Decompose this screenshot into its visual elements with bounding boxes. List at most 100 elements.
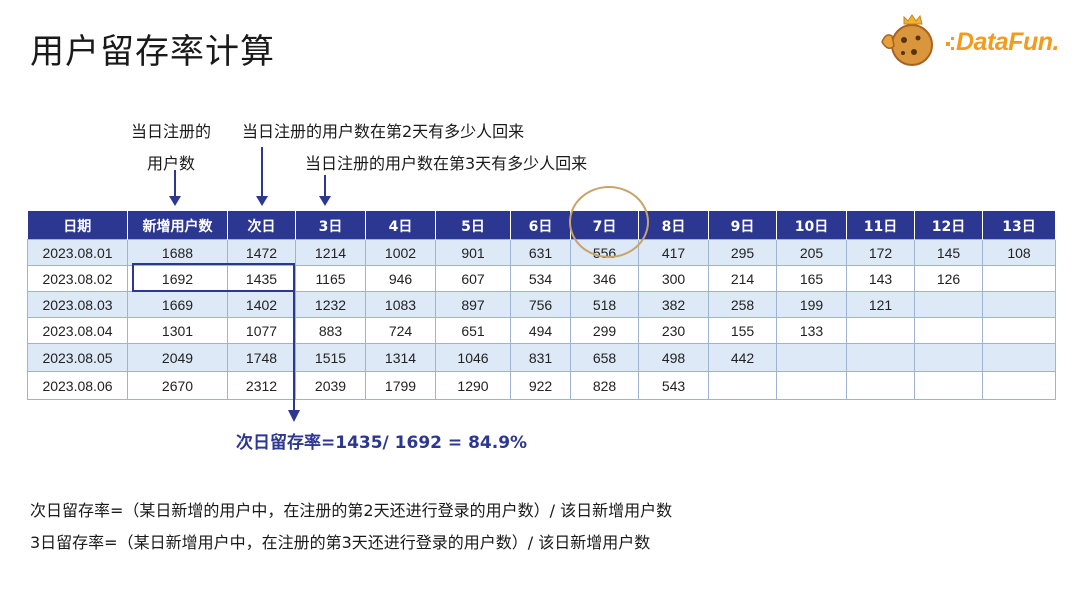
table-cell: 230	[638, 317, 709, 344]
table-row: 2023.08.05 2049 1748 1515 1314 1046 831 658 498 4…	[27, 343, 1056, 372]
table-cell: 756	[510, 291, 571, 318]
table-cell: 382	[638, 291, 709, 318]
arrow-down-icon	[319, 175, 331, 206]
table-cell: 126	[914, 265, 983, 292]
table-cell	[846, 317, 915, 344]
table-cell	[776, 371, 847, 400]
table-cell: 442	[708, 343, 777, 372]
column-header: 8日	[638, 211, 709, 240]
table-cell: 518	[570, 291, 639, 318]
table-cell: 1077	[227, 317, 296, 344]
arrow-down-icon	[256, 147, 268, 206]
table-cell	[914, 371, 983, 400]
retention-table: 日期 新增用户数 次日 3日 4日 5日 6日 7日 8日 9日 10日 11日 12日 13日 2023…	[27, 211, 1056, 400]
table-cell	[982, 317, 1056, 344]
table-cell: 172	[846, 239, 915, 266]
table-cell: 2023.08.03	[27, 291, 128, 318]
table-cell: 417	[638, 239, 709, 266]
definition-3-day: 3日留存率=（某日新增用户中，在注册的第3天还进行登录的用户数）/ 该日新增用户…	[30, 533, 651, 552]
column-header: 9日	[708, 211, 777, 240]
table-cell: 631	[510, 239, 571, 266]
table-cell: 1301	[127, 317, 228, 344]
table-cell: 299	[570, 317, 639, 344]
table-cell: 883	[295, 317, 366, 344]
table-cell: 121	[846, 291, 915, 318]
table-cell: 2023.08.04	[27, 317, 128, 344]
table-cell: 258	[708, 291, 777, 318]
table-cell	[982, 265, 1056, 292]
table-cell: 543	[638, 371, 709, 400]
table-cell: 1402	[227, 291, 296, 318]
table-cell: 165	[776, 265, 847, 292]
table-cell: 946	[365, 265, 436, 292]
highlight-box	[132, 263, 295, 292]
table-row: 2023.08.04 1301 1077 883 724 651 494 299 230 155 1…	[27, 317, 1056, 344]
table-cell	[982, 343, 1056, 372]
column-header: 13日	[982, 211, 1056, 240]
table-cell: 1232	[295, 291, 366, 318]
table-cell	[914, 317, 983, 344]
table-cell	[914, 343, 983, 372]
pixel-decoration-icon	[946, 37, 954, 50]
table-cell: 145	[914, 239, 983, 266]
table-cell: 2023.08.06	[27, 371, 128, 400]
table-cell: 534	[510, 265, 571, 292]
table-row: 2023.08.03 1669 1402 1232 1083 897 756 518 382 25…	[27, 291, 1056, 318]
column-header: 次日	[227, 211, 296, 240]
table-cell	[776, 343, 847, 372]
next-day-retention-formula: 次日留存率=1435/ 1692 = 84.9%	[236, 433, 528, 453]
column-header: 11日	[846, 211, 915, 240]
table-cell: 1472	[227, 239, 296, 266]
highlight-circle	[569, 186, 649, 258]
table-cell: 2049	[127, 343, 228, 372]
highlight-connector	[293, 291, 295, 414]
arrow-down-icon	[169, 170, 181, 206]
table-cell: 897	[435, 291, 511, 318]
table-cell: 2023.08.01	[27, 239, 128, 266]
definition-next-day: 次日留存率=（某日新增的用户中，在注册的第2天还进行登录的用户数）/ 该日新增用…	[30, 501, 673, 520]
table-cell: 2670	[127, 371, 228, 400]
table-cell: 300	[638, 265, 709, 292]
annotation-new-users-line2: 用户数	[147, 154, 196, 173]
table-cell: 1165	[295, 265, 366, 292]
table-cell	[982, 371, 1056, 400]
column-header: 6日	[510, 211, 571, 240]
arrow-down-icon	[288, 410, 300, 422]
table-cell: 607	[435, 265, 511, 292]
table-cell: 658	[570, 343, 639, 372]
table-cell	[914, 291, 983, 318]
cookie-mascot-icon	[891, 24, 933, 66]
table-cell: 651	[435, 317, 511, 344]
table-cell: 205	[776, 239, 847, 266]
table-cell: 1314	[365, 343, 436, 372]
table-cell: 1083	[365, 291, 436, 318]
column-header: 5日	[435, 211, 511, 240]
table-row: 2023.08.06 2670 2312 2039 1799 1290 922 828 543	[27, 371, 1056, 400]
table-cell: 295	[708, 239, 777, 266]
column-header: 新增用户数	[127, 211, 228, 240]
table-cell: 828	[570, 371, 639, 400]
annotation-new-users-line1: 当日注册的	[131, 122, 212, 141]
logo-text: DataFun.	[956, 28, 1059, 56]
table-cell: 1692	[127, 265, 228, 292]
column-header: 10日	[776, 211, 847, 240]
table-cell: 2023.08.05	[27, 343, 128, 372]
table-cell: 199	[776, 291, 847, 318]
table-cell: 346	[570, 265, 639, 292]
table-cell: 214	[708, 265, 777, 292]
table-cell: 1515	[295, 343, 366, 372]
table-cell: 1688	[127, 239, 228, 266]
table-cell: 724	[365, 317, 436, 344]
table-cell: 2312	[227, 371, 296, 400]
page-title: 用户留存率计算	[30, 32, 275, 72]
table-cell: 901	[435, 239, 511, 266]
annotation-day3: 当日注册的用户数在第3天有多少人回来	[305, 154, 588, 173]
column-header: 12日	[914, 211, 983, 240]
table-cell: 1214	[295, 239, 366, 266]
table-cell: 1290	[435, 371, 511, 400]
table-cell: 2039	[295, 371, 366, 400]
table-cell: 1799	[365, 371, 436, 400]
table-cell: 133	[776, 317, 847, 344]
column-header: 4日	[365, 211, 436, 240]
table-cell: 108	[982, 239, 1056, 266]
